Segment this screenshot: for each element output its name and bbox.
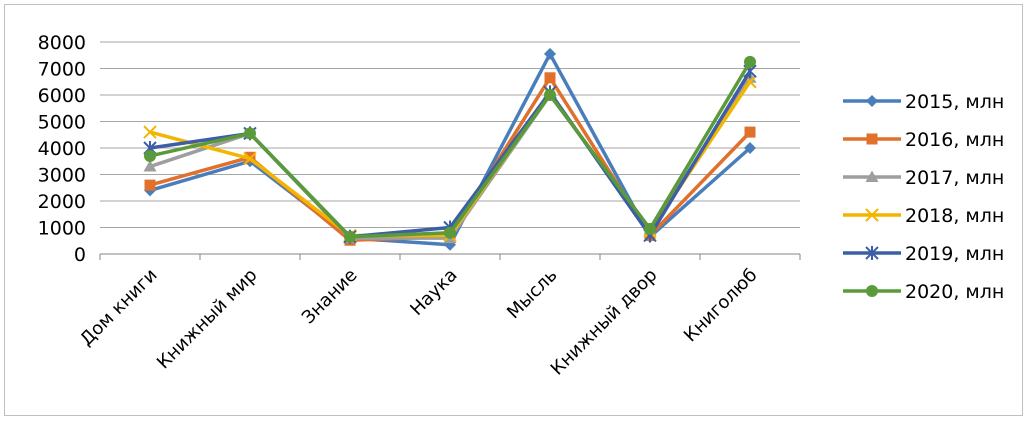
data-point [344,230,356,243]
series-6 [144,55,756,243]
gridlines [100,41,800,228]
series-4 [143,75,757,243]
legend-item: 2017, млн [843,167,1004,189]
y-tick-label: 5000 [38,112,86,134]
x-tick-label: Наука [406,265,461,320]
series-lines [143,47,757,251]
line-chart: 0 1000 2000 3000 4000 5000 6000 7000 8000 Дом кн… [38,32,1005,380]
data-point [444,226,456,239]
x-tick-label: Дом книги [76,265,161,350]
chart-frame: 0 1000 2000 3000 4000 5000 6000 7000 8000 Дом кн… [4,4,1023,416]
series-2 [144,72,756,246]
data-point [144,149,156,162]
y-tick-label: 8000 [38,32,86,54]
legend-marker [865,208,879,222]
legend-label: 2019, млн [905,243,1004,265]
data-point [544,47,556,60]
x-tick-label: Книголюб [680,265,762,347]
legend-label: 2016, млн [905,129,1004,151]
legend-label: 2015, млн [905,91,1004,113]
data-point [544,89,556,101]
legend-label: 2020, млн [905,281,1004,303]
data-point [644,222,656,235]
y-tick-labels: 0 1000 2000 3000 4000 5000 6000 7000 8000 [38,32,86,266]
x-tick-label: Знание [298,265,362,329]
y-tick-label: 6000 [38,85,86,107]
data-point [143,160,157,172]
y-tick-label: 3000 [38,165,86,187]
data-point [744,55,756,68]
legend-label: 2017, млн [905,167,1004,189]
data-point [143,125,157,139]
legend-marker [865,246,879,260]
legend-item: 2020, млн [843,281,1004,303]
legend-marker [866,285,878,297]
x-tick-label: Книжный двор [547,265,662,380]
legend-marker [866,95,878,107]
legend-label: 2018, млн [905,205,1004,227]
y-tick-label: 7000 [38,59,86,81]
legend-item: 2016, млн [843,129,1004,151]
data-point [243,151,257,166]
data-point [744,126,756,138]
data-point [544,72,556,84]
x-tick-label: Мысль [503,265,562,324]
data-point [744,142,756,154]
legend: 2015, млн 2016, млн 2017, млн 2018, млн 2019… [843,91,1004,303]
legend-item: 2019, млн [843,243,1004,265]
data-point [144,179,156,191]
legend-item: 2015, млн [843,91,1004,113]
series-3 [143,71,757,244]
x-tick-label: Книжный мир [153,265,262,374]
series-line [149,60,752,239]
y-tick-label: 1000 [38,218,86,240]
data-point [244,127,256,140]
y-tick-label: 0 [74,244,86,266]
legend-marker [866,133,878,145]
y-tick-label: 4000 [38,138,86,160]
legend-marker [865,170,879,182]
axes [99,253,801,260]
y-tick-label: 2000 [38,191,86,213]
legend-item: 2018, млн [843,205,1004,227]
